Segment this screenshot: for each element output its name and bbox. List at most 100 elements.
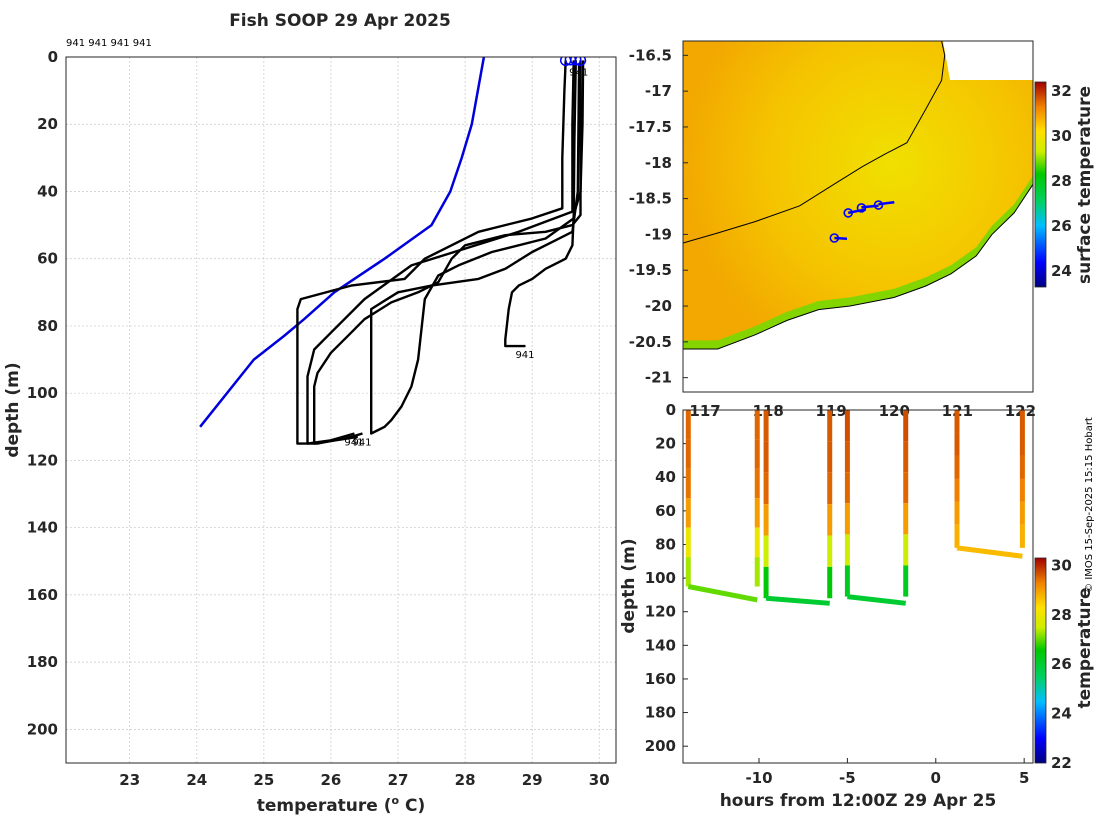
profile-y-tick-label: 120 [27,451,58,469]
timeseries-y-label: depth (m) [619,538,639,633]
profile-start-marker [574,57,587,67]
map-y-tick-label: -20.5 [629,333,672,351]
timeseries-y-tick-label: 0 [666,401,676,419]
profile-y-tick-label: 40 [37,182,58,200]
profile-line-cast-2 [306,60,575,445]
cast-bottom-segment [956,545,1023,559]
map-y-tick-label: -20 [645,297,672,315]
timeseries-y-tick-label: 140 [645,636,676,654]
timeseries-x-tick-label: -5 [839,769,856,787]
map-y-tick-label: -21 [645,369,672,387]
map-y-tick-label: -17 [645,82,672,100]
temperature-colorbar-tick-label: 30 [1051,556,1072,574]
map-axes-box [682,40,1034,393]
profile-line-cast-1 [296,60,567,445]
map-y-tick-label: -19.5 [629,261,672,279]
map-y-tick-label: -17.5 [629,118,672,136]
timeseries-y-tick-label: 200 [645,737,676,755]
chart-title: Fish SOOP 29 Apr 2025 [229,11,451,31]
vessel-position-marker [873,200,884,210]
shelf-green-band [683,175,1033,349]
timeseries-y-tick-label: 120 [645,603,676,621]
profile-x-tick-label: 30 [589,771,610,789]
sst-colorbar-tick-label: 30 [1051,127,1072,145]
profile-y-tick-label: 140 [27,519,58,537]
map-y-tick-label: -16.5 [629,46,672,64]
temperature-colorbar-tick-label: 28 [1051,606,1072,624]
temperature-colorbar-ticks: 22 24 26 28 30 [1051,556,1072,772]
timeseries-x-label: hours from 12:00Z 29 Apr 25 [720,791,997,811]
temperature-colorbar-tick-label: 22 [1051,754,1072,772]
map-y-tick-label: -19 [645,225,672,243]
profile-x-tick-label: 28 [455,771,476,789]
timeseries-y-tick-label: 20 [655,435,676,453]
temperature-colorbar-tick-label: 24 [1051,705,1072,723]
profile-y-tick-label: 200 [27,720,58,738]
vessel-tracks [829,200,895,243]
profile-y-tick-label: 100 [27,384,58,402]
profile-x-tick-label: 26 [321,771,342,789]
vessel-track-segment [861,204,879,209]
map-x-tick-label: 117 [689,402,720,420]
vessel-track-segment [878,200,895,206]
cast-bottom-segment [687,584,758,603]
land-mask [683,184,1033,392]
profile-ticks: 23 24 25 26 27 28 29 30 0 20 40 60 80 100 120 140 160 180… [27,48,610,789]
vessel-track-segment [834,236,848,240]
sst-map [683,41,1033,392]
sst-colorbar-tick-label: 32 [1051,82,1072,100]
profile-end-label: 941 [515,350,534,361]
map-y-tick-label: -18.5 [629,190,672,208]
profile-x-tick-label: 29 [522,771,543,789]
profile-start-marker [570,57,582,66]
profile-y-tick-label: 20 [37,115,58,133]
profile-end-label: 941 [352,438,371,449]
profile-y-tick-label: 0 [48,48,58,66]
timeseries-y-tick-label: 80 [655,535,676,553]
timeseries-y-tick-label: 160 [645,670,676,688]
timeseries-y-tick-label: 180 [645,704,676,722]
sst-colorbar-tick-label: 28 [1051,172,1072,190]
coastline [683,184,1033,350]
profile-x-tick-label: 23 [119,771,140,789]
map-x-tick-label: 120 [879,402,910,420]
profile-x-tick-label: 27 [388,771,409,789]
sst-colorbar-ticks: 24 26 28 30 32 [1051,82,1072,280]
vessel-track-segment [847,208,867,215]
profile-y-tick-label: 80 [37,317,58,335]
vessel-position-marker [843,208,854,218]
temperature-colorbar-label: temperature [1075,587,1095,708]
profile-axes-box [65,56,617,764]
isobath-line [683,41,946,244]
profile-line-cast-5 [504,60,585,348]
timeseries-y-tick-label: 60 [655,502,676,520]
timeseries-x-tick-label: -10 [745,769,772,787]
timeseries-ticks: -10 -5 0 5 0 20 40 60 80 100 120 140 160 180 200 [645,401,1030,787]
timeseries-casts [685,410,1025,606]
profile-x-tick-label: 24 [186,771,207,789]
timeseries-y-tick-label: 40 [655,468,676,486]
cast-bottom-segment [765,595,830,606]
profile-y-tick-label: 180 [27,653,58,671]
profile-x-label: temperature (o C) [257,794,426,816]
profile-line-cast-4 [313,60,582,445]
timeseries-y-tick-label: 100 [645,569,676,587]
map-y-tick-label: -18 [645,154,672,172]
cast-id-labels: 941 941 941 941 [66,38,152,49]
profile-y-label: depth (m) [3,362,23,457]
profile-gridlines [66,56,616,763]
vessel-position-marker [856,203,867,213]
cast-bottom-segment [847,594,907,606]
profile-end-label: 941 [569,68,588,79]
sst-colorbar [1034,81,1047,288]
timeseries-x-tick-label: 5 [1019,769,1029,787]
profile-x-tick-label: 25 [253,771,274,789]
temperature-colorbar [1034,557,1047,764]
sst-colorbar-tick-label: 26 [1051,217,1072,235]
sst-colorbar-tick-label: 24 [1051,262,1072,280]
temperature-colorbar-tick-label: 26 [1051,655,1072,673]
timeseries-axes-box [682,409,1034,764]
vessel-position-marker [829,233,840,243]
